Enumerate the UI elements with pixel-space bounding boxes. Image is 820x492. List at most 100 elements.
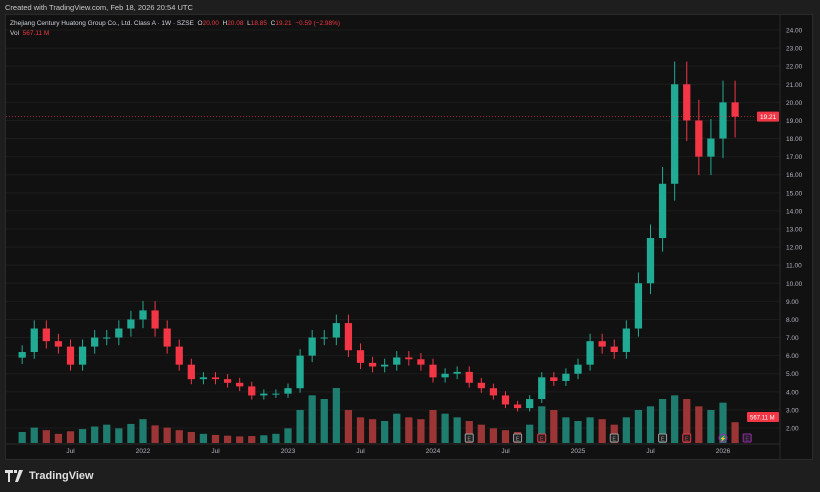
candle-body	[139, 310, 147, 320]
volume-bar	[646, 406, 655, 443]
x-tick-label: Jul	[66, 448, 75, 455]
volume-bar	[127, 423, 135, 443]
symbol-title: Zhejiang Century Huatong Group Co., Ltd.…	[10, 20, 194, 27]
volume-bar	[441, 413, 449, 443]
tradingview-logo-icon	[5, 470, 23, 482]
volume-bar	[368, 419, 377, 443]
candle-body	[683, 84, 691, 121]
candle-body	[272, 393, 280, 395]
candle-body	[368, 362, 377, 367]
y-tick-label: 10.00	[786, 281, 803, 288]
volume-bar	[526, 424, 534, 443]
candle-body	[501, 395, 510, 405]
tradingview-logo[interactable]: TradingView	[5, 470, 94, 482]
candle-body	[610, 346, 618, 353]
candle-body	[236, 382, 244, 387]
x-tick-label: Jul	[501, 448, 510, 455]
candle-body	[260, 393, 268, 396]
earnings-label: E	[540, 437, 544, 443]
candle-body	[187, 364, 195, 380]
candle-body	[91, 337, 99, 347]
candle-body	[308, 337, 316, 356]
volume-row: Vol 567.11 M	[10, 29, 340, 39]
volume-bar	[236, 436, 244, 443]
x-tick-label: 2024	[426, 448, 441, 455]
candle-body	[66, 346, 75, 365]
candle-body	[634, 283, 643, 329]
candle-body	[562, 373, 570, 381]
y-tick-label: 20.00	[786, 100, 803, 107]
candle-body	[103, 337, 111, 339]
volume-bar	[622, 417, 630, 443]
volume-bar	[260, 435, 268, 443]
volume-bar	[707, 410, 715, 443]
candle-body	[453, 371, 461, 374]
y-tick-label: 7.00	[786, 335, 799, 342]
candle-body	[30, 328, 38, 353]
candle-body	[417, 359, 425, 365]
open-value: 20.00	[202, 20, 219, 27]
y-tick-label: 14.00	[786, 208, 803, 215]
volume-label: Vol	[10, 30, 20, 37]
candle-body	[284, 388, 292, 394]
y-tick-label: 5.00	[786, 371, 799, 378]
earnings-label: E	[745, 437, 749, 443]
candle-body	[526, 399, 534, 409]
y-tick-label: 19.00	[786, 118, 803, 125]
volume-bar	[344, 410, 353, 443]
last-price-badge	[757, 111, 779, 122]
volume-bar	[296, 410, 304, 443]
candle-body	[550, 377, 558, 381]
candle-body	[465, 371, 473, 383]
candle-body	[695, 120, 703, 157]
candle-body	[707, 138, 715, 157]
volume-bar	[658, 399, 667, 443]
volume-bar	[550, 410, 558, 443]
candle-body	[163, 328, 171, 347]
volume-bar	[695, 406, 703, 443]
volume-bar	[634, 410, 643, 443]
low-label: L	[247, 20, 251, 27]
open-label: O	[197, 20, 203, 27]
earnings-icon	[742, 433, 752, 443]
y-tick-label: 6.00	[786, 353, 799, 360]
brand-name: TradingView	[29, 470, 94, 482]
volume-bar	[477, 424, 485, 443]
volume-bar	[538, 406, 546, 443]
volume-bar	[719, 402, 727, 443]
y-tick-label: 22.00	[786, 64, 803, 71]
candle-body	[489, 388, 498, 396]
volume-bar	[683, 399, 691, 443]
candle-body	[441, 373, 449, 378]
volume-bar	[501, 430, 510, 443]
x-tick-label: 2023	[281, 448, 296, 455]
candle-body	[731, 102, 739, 117]
volume-bar	[115, 428, 123, 443]
candle-body	[223, 379, 232, 383]
volume-bar	[320, 399, 328, 443]
x-tick-label: Jul	[646, 448, 655, 455]
volume-bar	[453, 417, 461, 443]
change-value: −0.59 (−2.98%)	[295, 20, 341, 27]
candle-body	[115, 328, 123, 338]
volume-bar	[381, 421, 389, 443]
candle-body	[151, 310, 159, 329]
y-tick-label: 23.00	[786, 46, 803, 53]
earnings-icon	[609, 433, 619, 443]
candle-body	[199, 377, 208, 380]
x-tick-label: Jul	[211, 448, 220, 455]
chart-panel[interactable]	[5, 14, 813, 460]
y-tick-label: 17.00	[786, 154, 803, 161]
candle-body	[429, 364, 437, 378]
candle-body	[646, 238, 655, 284]
volume-value: 567.11 M	[22, 30, 50, 37]
candle-body	[381, 364, 389, 367]
y-tick-label: 11.00	[786, 263, 802, 270]
volume-bar	[199, 433, 208, 443]
volume-bar	[91, 426, 99, 443]
y-tick-label: 16.00	[786, 172, 803, 179]
volume-bar	[272, 433, 280, 443]
candle-body	[356, 350, 365, 363]
ohlc-row: Zhejiang Century Huatong Group Co., Ltd.…	[10, 19, 340, 29]
